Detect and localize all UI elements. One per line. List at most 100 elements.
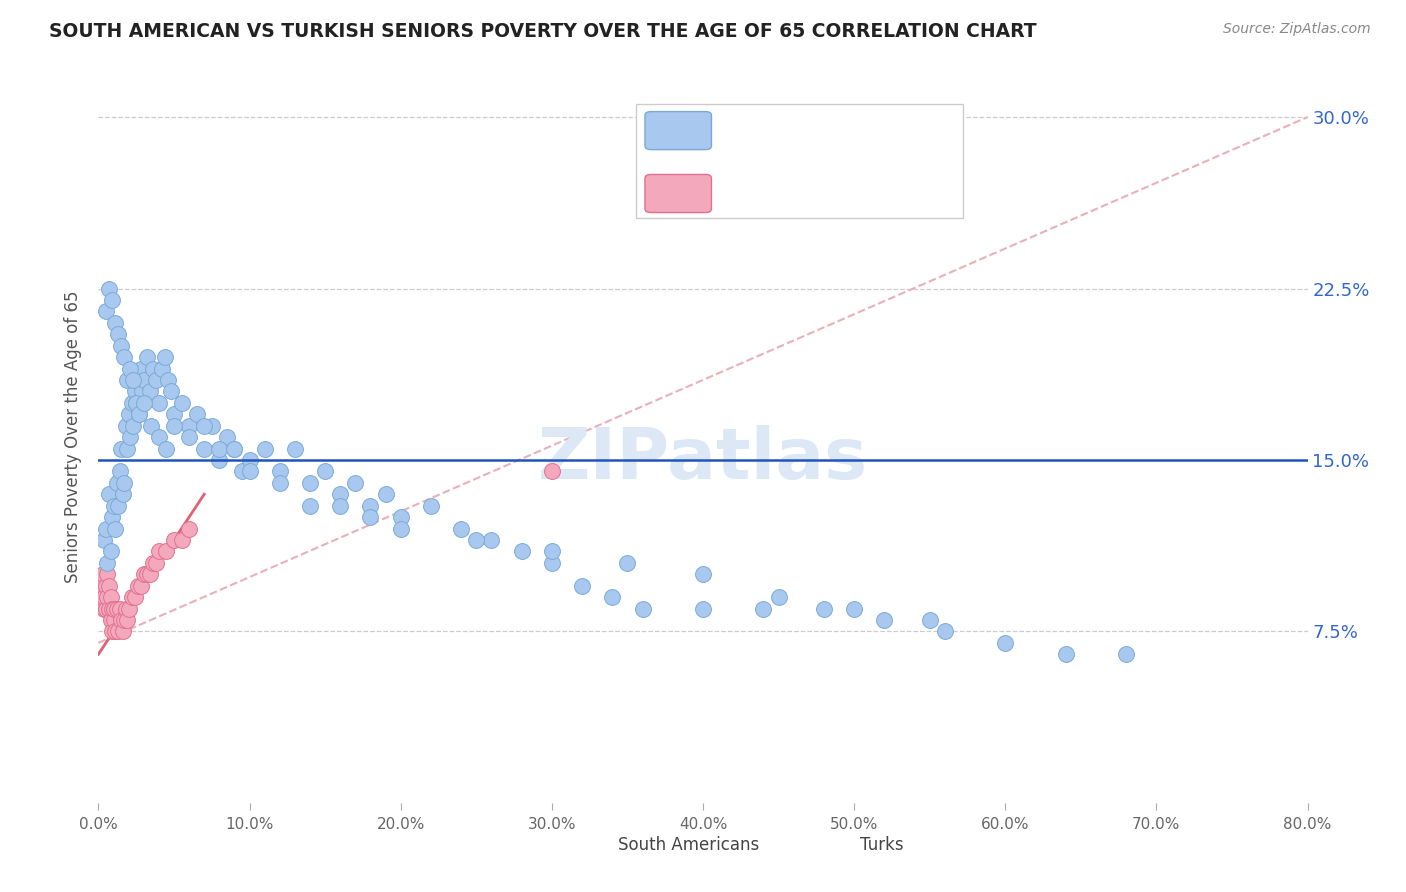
Y-axis label: Seniors Poverty Over the Age of 65: Seniors Poverty Over the Age of 65 bbox=[65, 291, 83, 583]
Point bbox=[93, 533, 115, 547]
Point bbox=[160, 384, 183, 399]
Point bbox=[420, 499, 443, 513]
Point bbox=[314, 464, 336, 478]
Point bbox=[107, 327, 129, 342]
Point bbox=[540, 556, 562, 570]
Point bbox=[115, 373, 138, 387]
Point bbox=[101, 293, 124, 307]
Point bbox=[389, 521, 412, 535]
Point bbox=[98, 487, 121, 501]
FancyBboxPatch shape bbox=[645, 175, 711, 212]
Point bbox=[153, 350, 176, 364]
Point bbox=[163, 533, 186, 547]
Text: South Americans: South Americans bbox=[619, 836, 759, 855]
Point bbox=[93, 590, 115, 604]
Point bbox=[208, 442, 231, 456]
Point bbox=[616, 556, 638, 570]
Point bbox=[101, 601, 124, 615]
Point bbox=[510, 544, 533, 558]
Point bbox=[450, 521, 472, 535]
Point bbox=[193, 418, 215, 433]
Point bbox=[93, 601, 115, 615]
Point bbox=[179, 418, 201, 433]
Point bbox=[103, 499, 125, 513]
Point bbox=[94, 521, 117, 535]
Point bbox=[98, 601, 121, 615]
Point bbox=[389, 510, 412, 524]
Point bbox=[360, 499, 382, 513]
Point bbox=[105, 601, 128, 615]
Point bbox=[122, 418, 145, 433]
Point bbox=[918, 613, 941, 627]
Point bbox=[1115, 647, 1137, 661]
Point bbox=[96, 556, 118, 570]
Point bbox=[813, 601, 835, 615]
FancyBboxPatch shape bbox=[645, 112, 711, 150]
Point bbox=[103, 613, 125, 627]
Point bbox=[540, 464, 562, 478]
Point bbox=[112, 613, 135, 627]
Text: R =: R = bbox=[718, 121, 755, 140]
Point bbox=[163, 407, 186, 421]
Point bbox=[101, 510, 124, 524]
Point bbox=[110, 442, 132, 456]
Point bbox=[374, 487, 396, 501]
Point bbox=[124, 590, 146, 604]
Point bbox=[124, 384, 146, 399]
Point bbox=[193, 442, 215, 456]
Point bbox=[115, 442, 138, 456]
Point bbox=[329, 487, 352, 501]
Text: Turks: Turks bbox=[860, 836, 904, 855]
Point bbox=[692, 601, 714, 615]
Point bbox=[129, 579, 152, 593]
Point bbox=[129, 361, 152, 376]
Point bbox=[94, 304, 117, 318]
Point bbox=[139, 384, 162, 399]
Point bbox=[128, 407, 150, 421]
Point bbox=[132, 396, 155, 410]
Point bbox=[299, 475, 322, 490]
Point bbox=[101, 624, 124, 639]
Point bbox=[107, 499, 129, 513]
Point bbox=[571, 579, 593, 593]
Point bbox=[135, 350, 157, 364]
Point bbox=[602, 590, 624, 604]
Point bbox=[253, 442, 276, 456]
Point bbox=[170, 533, 193, 547]
Point bbox=[94, 579, 117, 593]
Point bbox=[145, 373, 167, 387]
Point bbox=[631, 601, 654, 615]
Point bbox=[111, 487, 134, 501]
Point bbox=[170, 396, 193, 410]
Point bbox=[90, 579, 112, 593]
Text: 41: 41 bbox=[884, 185, 914, 202]
Point bbox=[114, 601, 136, 615]
Point bbox=[103, 601, 125, 615]
FancyBboxPatch shape bbox=[803, 833, 855, 858]
Point bbox=[360, 510, 382, 524]
Point bbox=[284, 442, 307, 456]
Point bbox=[994, 636, 1017, 650]
Point bbox=[692, 567, 714, 582]
Point bbox=[121, 590, 143, 604]
Point bbox=[112, 475, 135, 490]
Point bbox=[98, 281, 121, 295]
Point bbox=[142, 556, 165, 570]
Point bbox=[465, 533, 488, 547]
Point bbox=[148, 396, 170, 410]
Point bbox=[110, 338, 132, 352]
Point bbox=[100, 544, 122, 558]
Point bbox=[139, 567, 162, 582]
Point bbox=[163, 418, 186, 433]
Point bbox=[132, 373, 155, 387]
Point bbox=[208, 453, 231, 467]
Point bbox=[128, 407, 150, 421]
Point bbox=[239, 453, 262, 467]
Point bbox=[100, 613, 122, 627]
Point bbox=[105, 475, 128, 490]
Point bbox=[115, 613, 138, 627]
Point bbox=[142, 361, 165, 376]
Point bbox=[186, 407, 208, 421]
Point bbox=[121, 396, 143, 410]
Point bbox=[120, 430, 142, 444]
